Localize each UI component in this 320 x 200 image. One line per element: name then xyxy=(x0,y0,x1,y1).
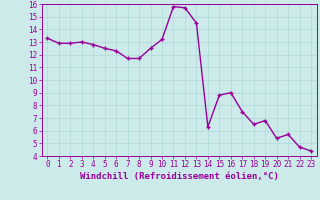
X-axis label: Windchill (Refroidissement éolien,°C): Windchill (Refroidissement éolien,°C) xyxy=(80,172,279,181)
